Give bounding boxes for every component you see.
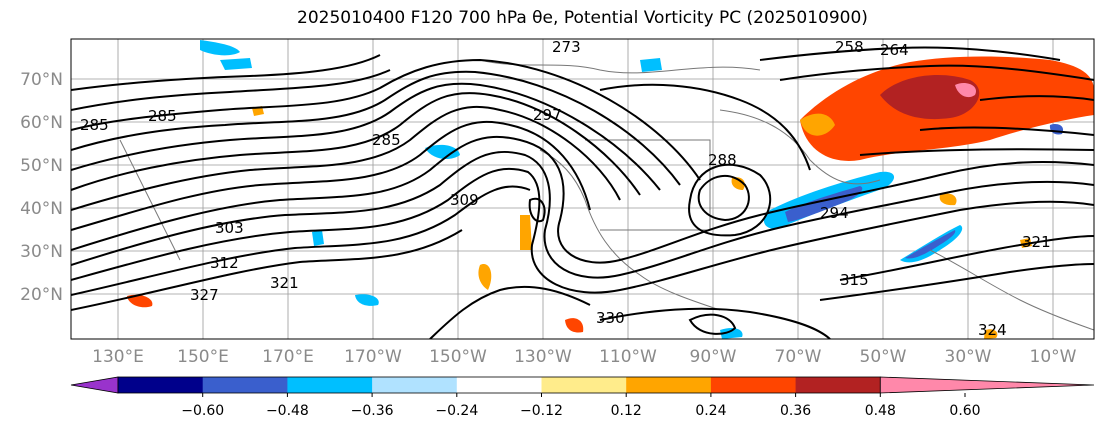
colorbar-tick-label: 0.24: [695, 403, 726, 419]
colorbar-segment: [626, 377, 712, 393]
colorbar-tick-label: 0.60: [949, 403, 980, 419]
colorbar-tick-label: −0.24: [435, 403, 478, 419]
lon-label: 170°W: [344, 347, 402, 367]
lon-label: 110°W: [599, 347, 657, 367]
pv-positive-shading: [127, 56, 1094, 339]
colorbar-extend-high: [879, 376, 1095, 394]
map-frame: [70, 38, 1095, 340]
colorbar: −0.60 −0.48 −0.36 −0.24 −0.12 0.12 0.24 0.36 0.4…: [70, 376, 1095, 419]
contour-label: 303: [215, 219, 244, 237]
colorbar-tick-label: −0.60: [181, 403, 224, 419]
colorbar-segment: [287, 377, 373, 393]
contour-label: 315: [840, 271, 869, 289]
colorbar-tick-label: 0.48: [865, 403, 896, 419]
contour-label: 321: [1022, 233, 1051, 251]
contour-label: 273: [552, 38, 581, 56]
contour-label: 327: [190, 286, 219, 304]
lon-label: 150°W: [429, 347, 487, 367]
lat-label: 40°N: [20, 199, 63, 219]
latitude-labels: 70°N 60°N 50°N 40°N 30°N 20°N: [20, 70, 63, 305]
colorbar-segment: [456, 377, 542, 393]
colorbar-segment: [372, 377, 458, 393]
lon-label: 90°W: [690, 347, 737, 367]
contour-label: 309: [450, 191, 479, 209]
map-title: 2025010400 F120 700 hPa θe, Potential Vo…: [297, 8, 868, 28]
contour-label: 258: [835, 38, 864, 56]
lon-label: 50°W: [860, 347, 907, 367]
longitude-labels: 130°E 150°E 170°E 170°W 150°W 130°W 110°…: [92, 347, 1077, 367]
contour-label: 288: [708, 151, 737, 169]
colorbar-tick-label: −0.48: [266, 403, 309, 419]
colorbar-tick-label: 0.12: [611, 403, 642, 419]
contour-label: 294: [820, 204, 849, 222]
contour-label: 285: [372, 131, 401, 149]
lon-label: 150°E: [177, 347, 229, 367]
contour-labels: 285 285 285 297 303 312 321 327 330 324 …: [80, 38, 1051, 339]
lon-label: 130°E: [92, 347, 144, 367]
lat-label: 70°N: [20, 70, 63, 90]
lat-label: 50°N: [20, 156, 63, 176]
colorbar-segment: [710, 377, 797, 393]
colorbar-segment: [795, 377, 881, 393]
contour-label: 330: [596, 309, 625, 327]
colorbar-tick-label: −0.36: [351, 403, 394, 419]
lon-label: 130°W: [514, 347, 572, 367]
colorbar-segment: [118, 377, 204, 393]
theta-e-contours: [71, 46, 1094, 339]
lon-label: 30°W: [945, 347, 992, 367]
lat-label: 60°N: [20, 113, 63, 133]
colorbar-extend-low: [70, 376, 119, 394]
lon-label: 10°W: [1030, 347, 1077, 367]
lon-label: 70°W: [775, 347, 822, 367]
colorbar-segment: [202, 377, 288, 393]
contour-label: 312: [210, 254, 239, 272]
contour-label: 324: [978, 321, 1007, 339]
colorbar-segment: [541, 377, 627, 393]
colorbar-tick-label: 0.36: [780, 403, 811, 419]
contour-label: 297: [533, 106, 562, 124]
pv-negative-shading: [200, 40, 1064, 339]
lat-label: 20°N: [20, 285, 63, 305]
lon-label: 170°E: [262, 347, 314, 367]
contour-label: 285: [80, 116, 109, 134]
lat-label: 30°N: [20, 242, 63, 262]
contour-label: 264: [880, 41, 909, 59]
colorbar-tick-label: −0.12: [520, 403, 563, 419]
contour-label: 321: [270, 274, 299, 292]
contour-label: 285: [148, 107, 177, 125]
